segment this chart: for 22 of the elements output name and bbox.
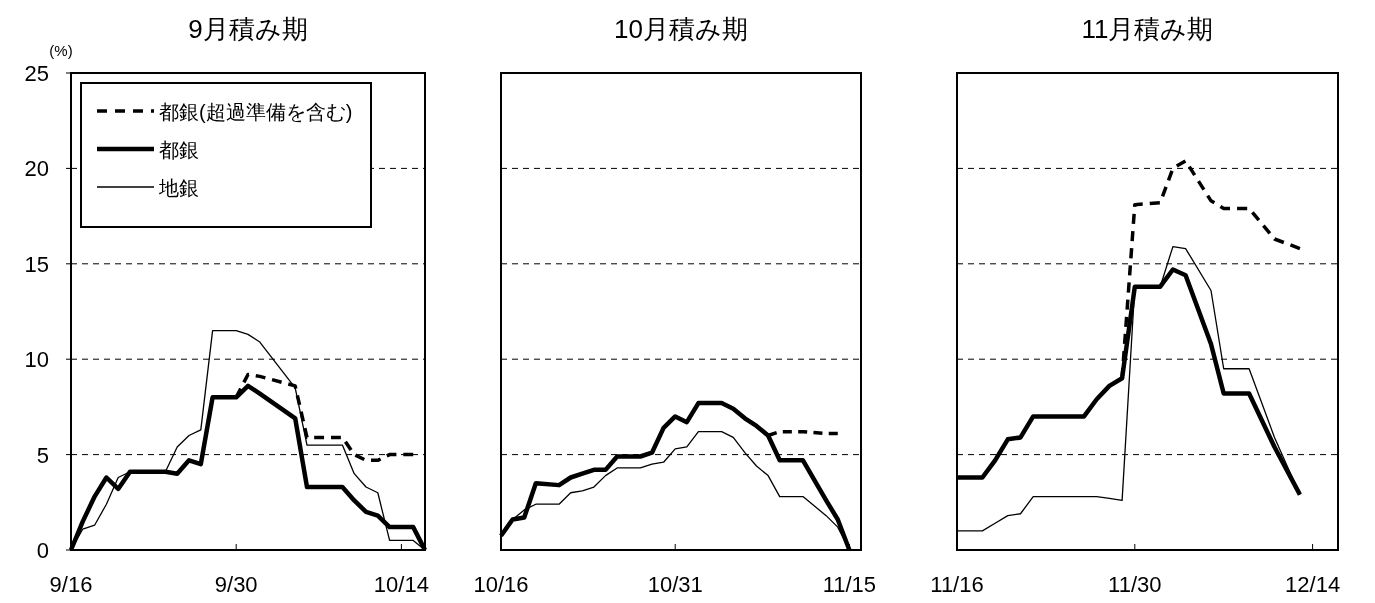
x-tick-label: 12/14 (1285, 572, 1341, 597)
chart-title: 10月積み期 (614, 14, 748, 44)
x-tick-label: 10/31 (647, 572, 703, 597)
x-tick-label: 10/16 (473, 572, 529, 597)
x-tick-label: 11/30 (1108, 572, 1162, 597)
legend-label: 都銀 (159, 139, 199, 161)
y-tick-label: 10 (24, 347, 49, 373)
x-tick-label: 11/15 (822, 572, 877, 597)
y-tick-label: 0 (36, 538, 49, 563)
x-tick-label: 9/16 (49, 572, 93, 597)
y-tick-label: 20 (24, 156, 49, 182)
x-tick-label: 10/14 (373, 572, 429, 597)
x-tick-label: 11/16 (930, 572, 984, 597)
y-tick-label: 25 (24, 61, 49, 86)
legend-label: 地銀 (158, 177, 199, 199)
legend-label: 都銀(超過準備を含む) (159, 101, 353, 123)
chart-title: 11月積み期 (1081, 14, 1214, 44)
chart-title: 9月積み期 (188, 14, 308, 44)
y-tick-label: 15 (24, 251, 49, 277)
x-tick-label: 9/30 (214, 572, 258, 597)
y-tick-label: 5 (36, 442, 49, 468)
y-axis-title: (%) (49, 42, 73, 59)
